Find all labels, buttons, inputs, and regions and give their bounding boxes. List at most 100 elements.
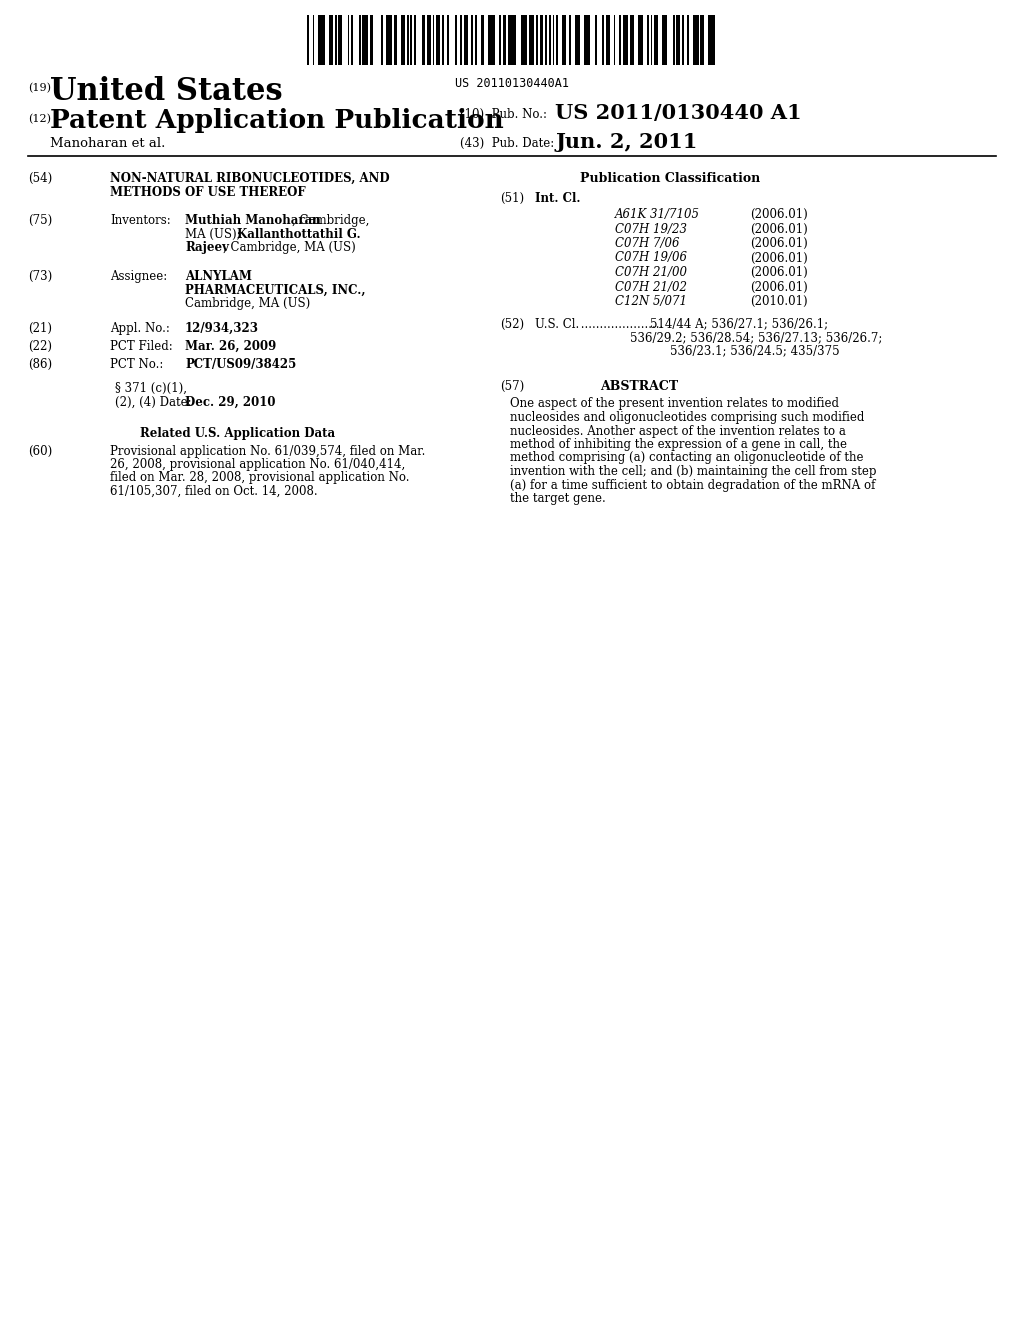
Bar <box>447 15 450 65</box>
Text: C07H 21/00: C07H 21/00 <box>615 267 687 279</box>
Text: Inventors:: Inventors: <box>110 214 171 227</box>
Text: (2006.01): (2006.01) <box>750 209 808 220</box>
Bar <box>553 15 554 65</box>
Bar <box>682 15 684 65</box>
Bar <box>503 15 507 65</box>
Text: 536/29.2; 536/28.54; 536/27.13; 536/26.7;: 536/29.2; 536/28.54; 536/27.13; 536/26.7… <box>630 331 883 345</box>
Text: (57): (57) <box>500 380 524 392</box>
Bar <box>673 15 675 65</box>
Text: ALNYLAM: ALNYLAM <box>185 271 252 282</box>
Bar <box>411 15 413 65</box>
Text: (2), (4) Date:: (2), (4) Date: <box>115 396 191 408</box>
Text: 61/105,307, filed on Oct. 14, 2008.: 61/105,307, filed on Oct. 14, 2008. <box>110 484 317 498</box>
Text: (52): (52) <box>500 318 524 330</box>
Text: Mar. 26, 2009: Mar. 26, 2009 <box>185 341 276 352</box>
Text: § 371 (c)(1),: § 371 (c)(1), <box>115 381 187 395</box>
Bar <box>687 15 689 65</box>
Bar <box>381 15 383 65</box>
Text: (22): (22) <box>28 341 52 352</box>
Text: (2010.01): (2010.01) <box>750 294 808 308</box>
Text: C07H 7/06: C07H 7/06 <box>615 238 680 249</box>
Text: PHARMACEUTICALS, INC.,: PHARMACEUTICALS, INC., <box>185 284 366 297</box>
Bar <box>620 15 621 65</box>
Bar <box>562 15 565 65</box>
Text: Dec. 29, 2010: Dec. 29, 2010 <box>185 396 275 408</box>
Bar <box>630 15 634 65</box>
Bar <box>480 15 484 65</box>
Text: filed on Mar. 28, 2008, provisional application No.: filed on Mar. 28, 2008, provisional appl… <box>110 471 410 484</box>
Bar <box>677 15 680 65</box>
Bar <box>464 15 468 65</box>
Text: METHODS OF USE THEREOF: METHODS OF USE THEREOF <box>110 186 305 198</box>
Text: (19): (19) <box>28 83 51 94</box>
Text: United States: United States <box>50 77 283 107</box>
Bar <box>407 15 409 65</box>
Bar <box>394 15 397 65</box>
Text: , Cambridge,: , Cambridge, <box>292 214 370 227</box>
Text: (86): (86) <box>28 358 52 371</box>
Bar <box>613 15 615 65</box>
Text: invention with the cell; and (b) maintaining the cell from step: invention with the cell; and (b) maintai… <box>510 465 877 478</box>
Bar <box>386 15 392 65</box>
Bar <box>508 15 516 65</box>
Text: (2006.01): (2006.01) <box>750 238 808 249</box>
Text: Rajeev: Rajeev <box>185 242 229 253</box>
Text: (51): (51) <box>500 191 524 205</box>
Bar <box>606 15 610 65</box>
Text: A61K 31/7105: A61K 31/7105 <box>615 209 700 220</box>
Bar <box>536 15 538 65</box>
Bar <box>654 15 657 65</box>
Text: method of inhibiting the expression of a gene in call, the: method of inhibiting the expression of a… <box>510 438 847 451</box>
Text: (12): (12) <box>28 114 51 124</box>
Text: PCT Filed:: PCT Filed: <box>110 341 173 352</box>
Text: MA (US);: MA (US); <box>185 227 245 240</box>
Text: ......................: ...................... <box>577 318 664 330</box>
Bar <box>549 15 551 65</box>
Bar <box>362 15 368 65</box>
Bar <box>427 15 431 65</box>
Bar <box>432 15 434 65</box>
Text: (75): (75) <box>28 214 52 227</box>
Text: 536/23.1; 536/24.5; 435/375: 536/23.1; 536/24.5; 435/375 <box>670 345 840 358</box>
Bar <box>312 15 314 65</box>
Text: (73): (73) <box>28 271 52 282</box>
Bar <box>693 15 698 65</box>
Text: (2006.01): (2006.01) <box>750 281 808 293</box>
Text: NON-NATURAL RIBONUCLEOTIDES, AND: NON-NATURAL RIBONUCLEOTIDES, AND <box>110 172 389 185</box>
Bar <box>422 15 425 65</box>
Text: One aspect of the present invention relates to modified: One aspect of the present invention rela… <box>510 397 839 411</box>
Bar <box>569 15 571 65</box>
Text: C07H 19/23: C07H 19/23 <box>615 223 687 235</box>
Text: nucleosides. Another aspect of the invention relates to a: nucleosides. Another aspect of the inven… <box>510 425 846 437</box>
Bar <box>700 15 705 65</box>
Bar <box>455 15 457 65</box>
Text: the target gene.: the target gene. <box>510 492 606 506</box>
Bar <box>370 15 374 65</box>
Text: US 2011/0130440 A1: US 2011/0130440 A1 <box>555 103 802 123</box>
Text: (2006.01): (2006.01) <box>750 267 808 279</box>
Text: ABSTRACT: ABSTRACT <box>600 380 678 392</box>
Bar <box>521 15 526 65</box>
Text: C12N 5/071: C12N 5/071 <box>615 294 687 308</box>
Text: method comprising (a) contacting an oligonucleotide of the: method comprising (a) contacting an olig… <box>510 451 863 465</box>
Bar <box>595 15 597 65</box>
Text: Muthiah Manoharan: Muthiah Manoharan <box>185 214 321 227</box>
Text: PCT No.:: PCT No.: <box>110 358 164 371</box>
Text: 12/934,323: 12/934,323 <box>185 322 259 335</box>
Bar <box>708 15 715 65</box>
Text: nucleosides and oligonucleotides comprising such modified: nucleosides and oligonucleotides compris… <box>510 411 864 424</box>
Text: Int. Cl.: Int. Cl. <box>535 191 581 205</box>
Bar <box>436 15 440 65</box>
Bar <box>647 15 648 65</box>
Bar <box>488 15 496 65</box>
Text: (43)  Pub. Date:: (43) Pub. Date: <box>460 137 554 150</box>
Bar <box>475 15 477 65</box>
Bar <box>602 15 604 65</box>
Text: (60): (60) <box>28 445 52 458</box>
Bar <box>358 15 360 65</box>
Text: U.S. Cl.: U.S. Cl. <box>535 318 580 330</box>
Bar <box>499 15 501 65</box>
Text: (2006.01): (2006.01) <box>750 223 808 235</box>
Text: (10)  Pub. No.:: (10) Pub. No.: <box>460 108 547 121</box>
Text: PCT/US09/38425: PCT/US09/38425 <box>185 358 296 371</box>
